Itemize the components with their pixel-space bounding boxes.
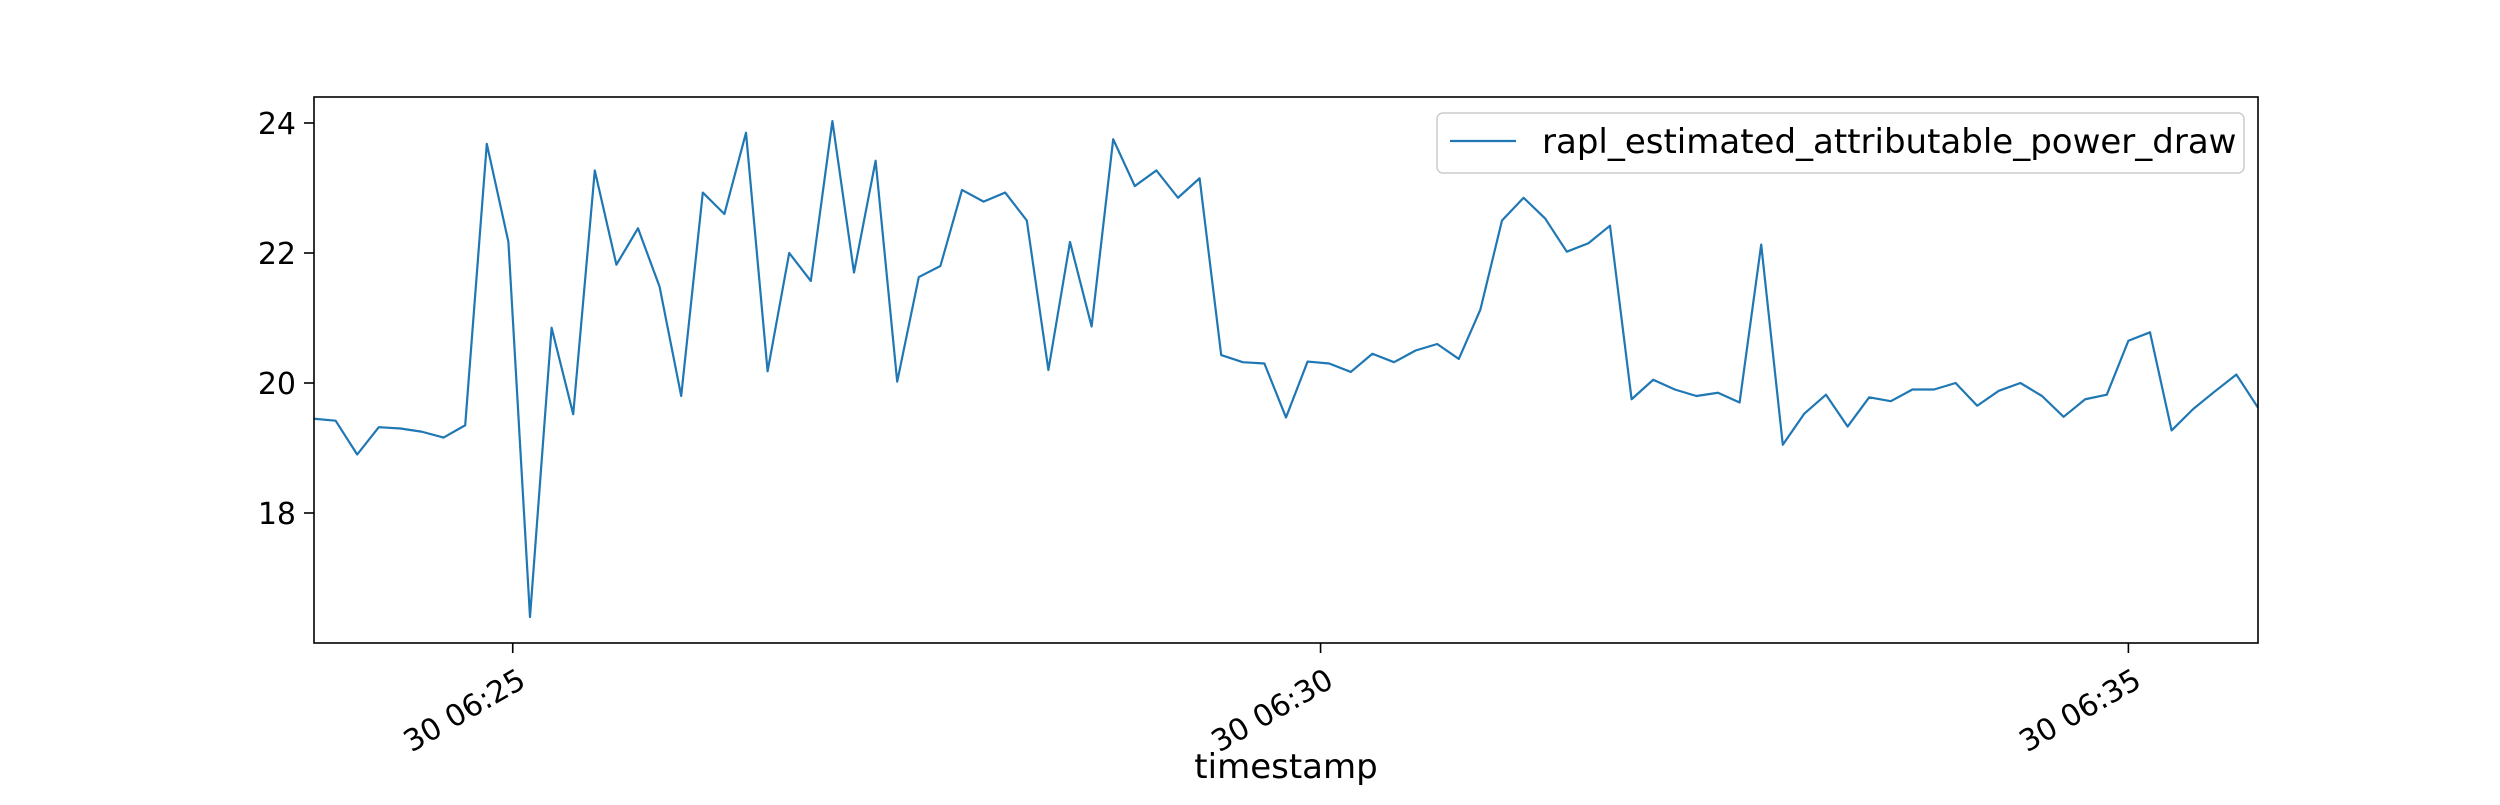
x-tick-label: 30 06:25 bbox=[398, 662, 532, 759]
x-tick-label: 30 06:30 bbox=[1206, 662, 1340, 759]
legend-box bbox=[1436, 112, 2245, 174]
legend-label: rapl_estimated_attributable_power_draw bbox=[1542, 122, 2237, 162]
y-axis: 18 20 22 24 bbox=[258, 107, 314, 532]
plot-content bbox=[313, 119, 2259, 619]
x-axis: 30 06:25 30 06:30 30 06:35 bbox=[398, 643, 2147, 760]
x-tick-label: 30 06:35 bbox=[2014, 662, 2148, 759]
legend: rapl_estimated_attributable_power_draw bbox=[1436, 112, 2245, 174]
y-tick-label: 22 bbox=[258, 237, 296, 272]
series-line bbox=[313, 119, 2259, 619]
plot-area bbox=[313, 96, 2259, 644]
y-tick-label: 18 bbox=[258, 497, 296, 532]
x-axis-title: timestamp bbox=[1194, 747, 1377, 787]
y-tick-label: 20 bbox=[258, 367, 296, 402]
y-tick-label: 24 bbox=[258, 107, 296, 142]
